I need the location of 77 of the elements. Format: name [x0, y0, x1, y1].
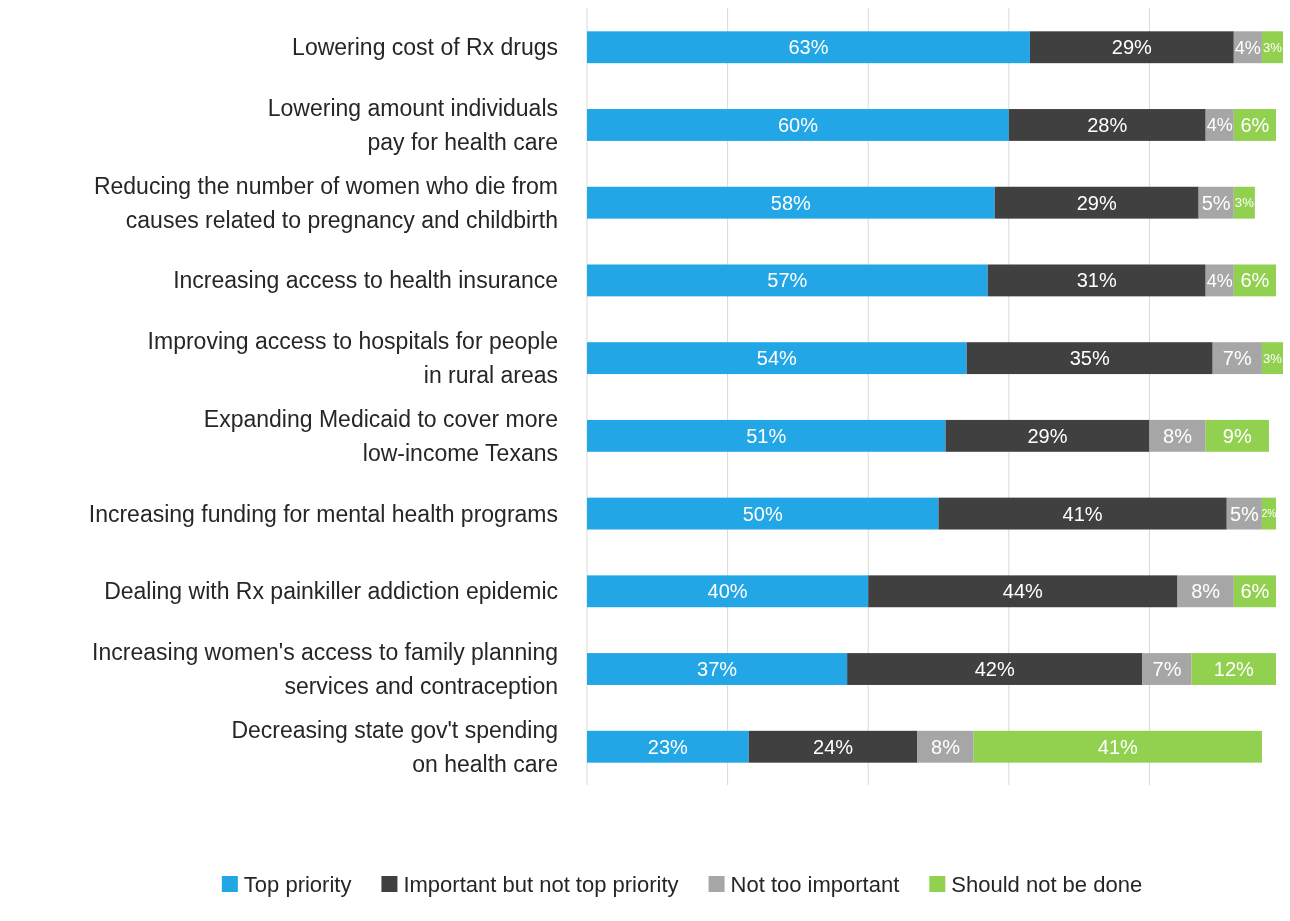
bar [966, 342, 1213, 375]
bar [938, 497, 1227, 530]
bar [847, 653, 1143, 685]
data-label: 35% [1069, 347, 1110, 370]
bar [587, 653, 848, 685]
data-label: 41% [1097, 735, 1139, 758]
bar [587, 575, 869, 608]
y-tick-label: Lowering amount individuals pay for health care [267, 95, 558, 156]
y-tick-label: Dealing with Rx painkiller addiction epidemic [104, 578, 558, 605]
data-label: 40% [707, 580, 748, 603]
bar [1029, 31, 1234, 64]
data-label: 3% [1234, 195, 1255, 211]
bar [945, 419, 1150, 452]
data-label: 8% [931, 735, 961, 758]
bar [994, 186, 1199, 219]
data-label: 6% [1240, 269, 1270, 292]
y-tick-label: Increasing women's access to family planning services and contraception [92, 639, 558, 700]
data-label: 42% [974, 658, 1015, 681]
data-label: 50% [742, 502, 783, 525]
data-label: 57% [767, 269, 808, 292]
data-label: 51% [746, 424, 787, 447]
data-label: 3% [1262, 350, 1283, 366]
bar [587, 31, 1030, 64]
data-label: 4% [1206, 270, 1233, 291]
data-label: 29% [1111, 36, 1153, 59]
data-label: 29% [1076, 191, 1117, 214]
bar [748, 730, 918, 763]
data-label: 63% [788, 36, 829, 59]
y-tick-label: Improving access to hospitals for people in rural areas [147, 328, 558, 389]
data-label: 6% [1240, 580, 1270, 603]
bar [1142, 653, 1192, 685]
data-label: 4% [1234, 37, 1261, 58]
bar [587, 264, 988, 297]
data-label: 60% [777, 113, 819, 136]
data-label: 37% [697, 658, 738, 681]
data-label: 29% [1027, 424, 1068, 447]
data-label: 8% [1191, 580, 1221, 603]
legend-label: Important but not top priority [403, 871, 679, 897]
data-label: 4% [1206, 115, 1233, 136]
bar [587, 419, 946, 452]
bar [587, 342, 967, 375]
bar [987, 264, 1206, 297]
y-tick-label: Increasing access to health insurance [173, 267, 558, 294]
data-label: 8% [1163, 424, 1193, 447]
data-label: 54% [756, 347, 798, 370]
data-label: 9% [1222, 424, 1252, 447]
y-tick-label: Decreasing state gov't spending on health care [231, 716, 558, 777]
data-label: 2% [1261, 508, 1277, 520]
bar [587, 186, 995, 219]
data-label: 5% [1229, 502, 1259, 525]
bar [1191, 653, 1276, 685]
data-label: 6% [1240, 113, 1270, 136]
bar [973, 730, 1262, 763]
data-label: 12% [1213, 658, 1255, 681]
data-label: 44% [1002, 580, 1044, 603]
data-label: 5% [1201, 191, 1231, 214]
y-tick-label: Reducing the number of women who die from causes related to pregnancy and childbirth [93, 172, 558, 233]
y-tick-label: Increasing funding for mental health programs [88, 500, 558, 527]
data-label: 41% [1062, 502, 1103, 525]
legend-label: Top priority [243, 871, 352, 897]
data-label: 23% [647, 735, 689, 758]
data-label: 31% [1076, 269, 1117, 292]
data-label: 7% [1222, 347, 1252, 370]
bar [1008, 109, 1206, 141]
data-label: 24% [813, 735, 854, 758]
bar [868, 575, 1178, 608]
y-tick-label: Expanding Medicaid to cover more low-income Texans [203, 405, 558, 466]
data-label: 28% [1087, 113, 1128, 136]
data-label: 58% [770, 191, 812, 214]
legend-label: Not too important [730, 871, 900, 897]
bar [587, 109, 1009, 141]
bar [587, 730, 749, 763]
data-label: 7% [1152, 658, 1182, 681]
y-tick-label: Lowering cost of Rx drugs [292, 34, 558, 61]
legend-label: Should not be done [951, 871, 1143, 897]
bar [587, 497, 939, 530]
data-label: 3% [1262, 39, 1283, 55]
